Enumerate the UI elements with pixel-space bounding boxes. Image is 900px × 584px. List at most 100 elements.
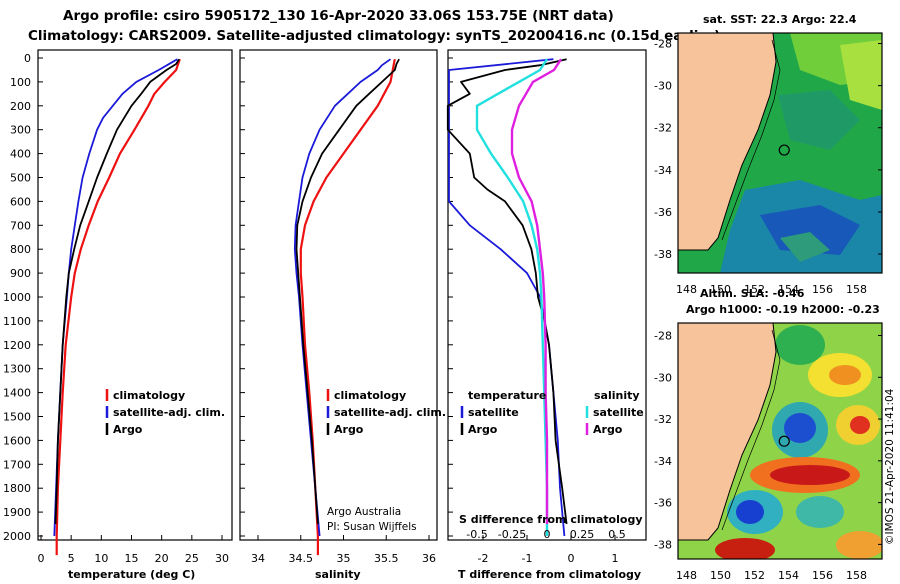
s-tick-label: 0: [544, 528, 551, 541]
longitude-tick-label: 152: [744, 569, 765, 580]
series-line-s-argo: [510, 58, 563, 524]
longitude-tick-label: 148: [676, 283, 697, 296]
temperature-plot-frame: [37, 49, 233, 541]
depth-tick-label: 300: [10, 124, 31, 137]
sla-patch: [715, 538, 775, 559]
sst-map-axes: 148 150 152 154 156 158 -28 -30 -32 -34 -36 -38: [654, 38, 882, 296]
s-tick-label: 0.25: [570, 528, 595, 541]
depth-tick-label: 1300: [3, 363, 31, 376]
longitude-tick-label: 158: [846, 569, 867, 580]
sst-map-frame: [677, 32, 883, 274]
x-tick-label: 30: [215, 552, 229, 565]
series-line-argo: [54, 58, 180, 525]
latitude-tick-label: -36: [654, 206, 672, 219]
legend-label-s-satellite: satellite: [593, 406, 644, 419]
temperature-profiles: [53, 58, 181, 556]
x-tick-label: 20: [155, 552, 169, 565]
latitude-tick-label: -32: [654, 413, 672, 426]
depth-tick-label: 900: [10, 267, 31, 280]
sla-map-title: Altim. SLA: -0.46: [700, 287, 805, 300]
credit-line-2: PI: Susan Wijffels: [327, 521, 417, 533]
salinity-x-axis: 34 34.5 35 35.5 36: [251, 535, 436, 565]
depth-tick-label: 1600: [3, 434, 31, 447]
series-line-climatology: [55, 58, 181, 556]
depth-tick-label: 1700: [3, 458, 31, 471]
legend-label-satellite: satellite-adj. clim.: [334, 406, 446, 419]
sst-mid-patch: [780, 232, 830, 262]
temperature-axis-label: temperature (deg C): [68, 568, 195, 580]
depth-axis: 0 100 200 300 400 500 600 700 800 900 1000 1100 1200…: [3, 52, 453, 543]
salinity-plot-frame: [239, 49, 438, 541]
sla-patch: [775, 325, 825, 365]
title-line-1: Argo profile: csiro 5905172_130 16-Apr-2…: [63, 8, 614, 24]
s-tick-label: 0.5: [608, 528, 626, 541]
x-tick-label: 0: [568, 552, 575, 565]
depth-tick-label: 1100: [3, 315, 31, 328]
temperature-x-axis: 0 5 10 15 20 25 30: [38, 535, 229, 565]
sst-warm-patch: [840, 40, 882, 110]
x-tick-label: 25: [185, 552, 199, 565]
latitude-tick-label: -28: [654, 330, 672, 343]
credit-line-1: Argo Australia: [327, 506, 401, 518]
depth-tick-label: 0: [24, 52, 31, 65]
depth-tick-label: 1500: [3, 411, 31, 424]
sla-patch: [850, 416, 870, 434]
s-tick-label: -0.5: [466, 528, 487, 541]
depth-tick-label: 500: [10, 172, 31, 185]
x-tick-label: 5: [68, 552, 75, 565]
x-tick-label: 10: [94, 552, 108, 565]
title-line-2: Climatology: CARS2009. Satellite-adjuste…: [28, 28, 720, 44]
longitude-tick-label: 150: [710, 283, 731, 296]
latitude-tick-label: -36: [654, 497, 672, 510]
legend-title-salinity: salinity: [594, 389, 640, 402]
legend-label-climatology: climatology: [334, 389, 406, 402]
depth-tick-label: 1400: [3, 387, 31, 400]
sst-eddy-patch: [778, 90, 860, 150]
longitude-tick-label: 154: [778, 569, 799, 580]
latitude-tick-label: -34: [654, 164, 672, 177]
latitude-tick-label: -34: [654, 455, 672, 468]
longitude-tick-label: 148: [676, 569, 697, 580]
argo-position-marker: [778, 435, 790, 447]
latitude-tick-label: -38: [654, 538, 672, 551]
series-line-argo: [295, 58, 400, 525]
depth-tick-label: 1000: [3, 291, 31, 304]
x-tick-label: 34: [251, 552, 265, 565]
depth-tick-label: 1200: [3, 339, 31, 352]
longitude-tick-label: 158: [846, 283, 867, 296]
sla-map-subtitle: Argo h1000: -0.19 h2000: -0.23: [686, 303, 880, 316]
depth-tick-label: 800: [10, 243, 31, 256]
difference-plot-frame: [447, 49, 647, 541]
t-difference-axis-label: T difference from climatology: [458, 568, 641, 580]
s-difference-axis-label: S difference from climatology: [459, 513, 643, 526]
x-tick-label: 34.5: [289, 552, 314, 565]
x-tick-label: 15: [125, 552, 139, 565]
depth-tick-label: 700: [10, 219, 31, 232]
sla-patch: [736, 500, 764, 524]
sla-patch: [836, 531, 882, 559]
legend-label-s-argo: Argo: [593, 423, 623, 436]
depth-tick-label: 400: [10, 148, 31, 161]
x-tick-label: 35: [337, 552, 351, 565]
longitude-tick-label: 156: [812, 283, 833, 296]
x-tick-label: 0: [38, 552, 45, 565]
sst-isobath: [721, 39, 781, 241]
salinity-legend: climatology satellite-adj. clim. Argo: [326, 389, 446, 436]
longitude-tick-label: 154: [778, 283, 799, 296]
longitude-tick-label: 150: [710, 569, 731, 580]
sst-map-title: sat. SST: 22.3 Argo: 22.4: [703, 13, 857, 26]
salinity-profiles: [293, 58, 400, 556]
sla-map-axes: 148 150 152 154 156 158 -28 -30 -32 -34 -36 -38: [654, 330, 882, 582]
argo-position-marker: [778, 144, 790, 156]
series-line-t-argo: [446, 58, 568, 525]
x-tick-label: 35.5: [374, 552, 399, 565]
legend-label-argo: Argo: [113, 423, 143, 436]
x-tick-label: -2: [478, 552, 489, 565]
sla-map: [678, 323, 882, 559]
depth-tick-label: 200: [10, 100, 31, 113]
latitude-tick-label: -38: [654, 248, 672, 261]
legend-label-climatology: climatology: [113, 389, 185, 402]
legend-label-t-satellite: satellite: [468, 406, 519, 419]
latitude-tick-label: -28: [654, 38, 672, 51]
